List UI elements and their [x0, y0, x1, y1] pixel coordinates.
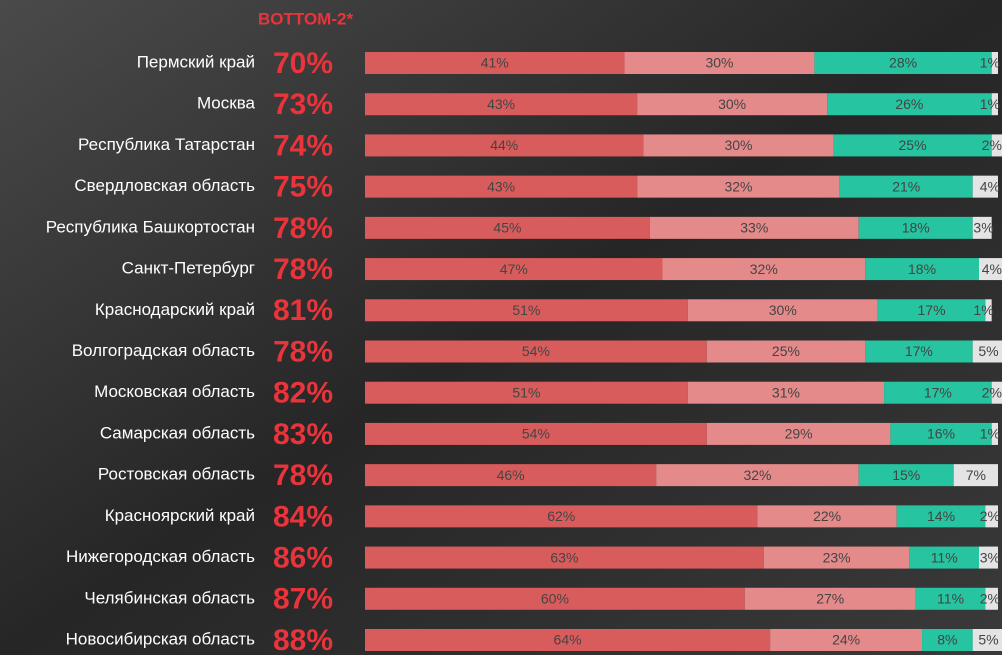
segment-label: 30% — [724, 137, 752, 153]
segment-label: 1% — [973, 302, 993, 318]
segment-label: 8% — [937, 632, 957, 648]
segment-label: 25% — [899, 137, 927, 153]
bottom2-label: 82% — [273, 377, 333, 410]
segment-label: 47% — [500, 261, 528, 277]
category-label: Республика Татарстан — [78, 135, 255, 154]
segment-label: 3% — [973, 220, 993, 236]
segment-label: 23% — [823, 549, 851, 565]
bottom2-label: 81% — [273, 294, 333, 327]
category-label: Пермский край — [137, 52, 255, 71]
segment-label: 30% — [718, 96, 746, 112]
category-label: Москва — [197, 94, 256, 113]
segment-label: 54% — [522, 343, 550, 359]
segment-label: 21% — [892, 178, 920, 194]
bottom2-label: 78% — [273, 459, 333, 492]
bottom2-title: BOTTOM-2* — [258, 9, 353, 28]
segment-label: 1% — [980, 96, 1000, 112]
bottom2-label: 78% — [273, 253, 333, 286]
bottom2-label: 75% — [273, 171, 333, 204]
category-label: Московская область — [94, 382, 255, 401]
segment-label: 32% — [743, 467, 771, 483]
bottom2-label: 88% — [273, 624, 333, 655]
segment-label: 31% — [772, 384, 800, 400]
bottom2-label: 73% — [273, 88, 333, 121]
segment-label: 54% — [522, 426, 550, 442]
category-label: Краснодарский край — [95, 300, 255, 319]
segment-label: 32% — [724, 178, 752, 194]
category-label: Ростовская область — [98, 465, 255, 484]
bottom2-label: 86% — [273, 541, 333, 574]
segment-label: 14% — [927, 508, 955, 524]
segment-label: 5% — [978, 632, 998, 648]
segment-label: 4% — [980, 178, 1000, 194]
segment-label: 30% — [769, 302, 797, 318]
segment-label: 44% — [490, 137, 518, 153]
bottom2-label: 78% — [273, 335, 333, 368]
segment-label: 28% — [889, 55, 917, 71]
category-label: Самарская область — [100, 423, 255, 442]
segment-label: 30% — [705, 55, 733, 71]
segment-label: 2% — [980, 508, 1000, 524]
segment-label: 4% — [982, 261, 1002, 277]
segment-label: 51% — [512, 384, 540, 400]
segment-label: 5% — [978, 343, 998, 359]
segment-label: 18% — [908, 261, 936, 277]
segment-label: 64% — [554, 632, 582, 648]
segment-label: 41% — [481, 55, 509, 71]
segment-label: 3% — [980, 549, 1000, 565]
chart: BOTTOM-2* Пермский край 70% 41% 30% 28% 1% Мос… — [0, 0, 1002, 655]
category-label: Волгоградская область — [72, 341, 255, 360]
category-label: Свердловская область — [74, 176, 255, 195]
category-label: Санкт-Петербург — [122, 259, 255, 278]
segment-label: 1% — [980, 426, 1000, 442]
segment-label: 11% — [931, 549, 958, 565]
segment-label: 26% — [895, 96, 923, 112]
category-label: Красноярский край — [105, 506, 255, 525]
segment-label: 45% — [493, 220, 521, 236]
segment-label: 22% — [813, 508, 841, 524]
segment-label: 18% — [902, 220, 930, 236]
bottom2-label: 83% — [273, 418, 333, 451]
segment-label: 33% — [740, 220, 768, 236]
segment-label: 17% — [905, 343, 933, 359]
segment-label: 51% — [512, 302, 540, 318]
segment-label: 32% — [750, 261, 778, 277]
segment-label: 1% — [980, 55, 1000, 71]
segment-label: 11% — [937, 590, 964, 606]
segment-label: 63% — [550, 549, 578, 565]
segment-label: 2% — [982, 137, 1002, 153]
category-label: Нижегородская область — [66, 547, 255, 566]
category-label: Новосибирская область — [66, 629, 255, 648]
segment-label: 25% — [772, 343, 800, 359]
segment-label: 43% — [487, 178, 515, 194]
segment-label: 2% — [982, 384, 1002, 400]
bottom2-label: 74% — [273, 129, 333, 162]
segment-label: 43% — [487, 96, 515, 112]
segment-label: 24% — [832, 632, 860, 648]
segment-label: 17% — [918, 302, 946, 318]
segment-label: 17% — [924, 384, 952, 400]
segment-label: 2% — [980, 590, 1000, 606]
bottom2-label: 70% — [273, 47, 333, 80]
segment-label: 46% — [497, 467, 525, 483]
segment-label: 15% — [892, 467, 920, 483]
page: {"chart_data": {"type": "stacked-bar", "… — [0, 0, 1002, 655]
segment-label: 29% — [785, 426, 813, 442]
segment-label: 62% — [547, 508, 575, 524]
bottom2-label: 78% — [273, 212, 333, 245]
category-label: Челябинская область — [84, 588, 255, 607]
category-label: Республика Башкортостан — [46, 217, 255, 236]
segment-label: 16% — [927, 426, 955, 442]
segment-label: 27% — [816, 590, 844, 606]
segment-label: 7% — [966, 467, 986, 483]
segment-label: 60% — [541, 590, 569, 606]
bottom2-label: 84% — [273, 500, 333, 533]
bottom2-label: 87% — [273, 583, 333, 616]
